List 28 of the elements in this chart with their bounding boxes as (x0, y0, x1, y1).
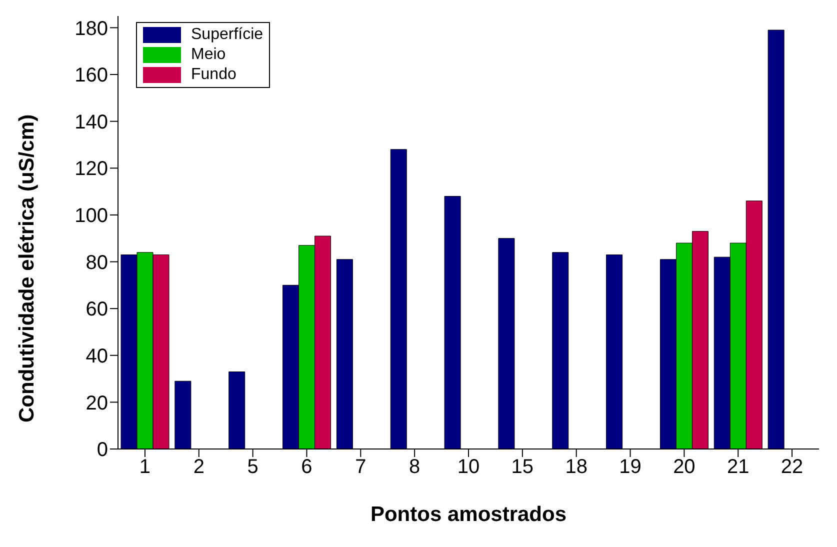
x-tick-label: 2 (193, 456, 204, 478)
x-tick-label: 15 (511, 456, 534, 478)
y-tick-label: 160 (74, 64, 108, 87)
y-tick-label: 60 (86, 298, 108, 321)
legend-label: Fundo (191, 66, 236, 84)
y-tick-label: 40 (86, 345, 108, 368)
legend-label: Superfície (191, 26, 264, 44)
legend-label: Meio (191, 46, 226, 64)
x-tick-label: 1 (139, 456, 151, 478)
x-tick-label: 6 (301, 456, 312, 478)
y-tick-label: 0 (96, 439, 108, 462)
y-tick-label: 100 (74, 205, 108, 228)
x-tick-label: 21 (726, 456, 750, 478)
x-tick-label: 8 (409, 456, 420, 478)
x-tick-label: 10 (457, 456, 480, 478)
x-tick-label: 18 (565, 456, 588, 478)
x-tick-label: 7 (355, 456, 366, 478)
x-tick-label: 19 (619, 456, 642, 478)
y-tick-label: 120 (74, 158, 108, 180)
y-tick-label: 140 (74, 111, 108, 134)
y-tick-label: 180 (74, 18, 108, 40)
y-axis-title: Condutividade elétrica (uS/cm) (15, 114, 38, 422)
y-tick-label: 80 (86, 252, 108, 274)
x-axis-title: Pontos amostrados (370, 503, 567, 526)
y-tick-label: 20 (86, 392, 108, 414)
x-tick-label: 22 (780, 456, 804, 478)
x-tick-label: 5 (247, 456, 258, 478)
x-tick-label: 20 (673, 456, 696, 478)
